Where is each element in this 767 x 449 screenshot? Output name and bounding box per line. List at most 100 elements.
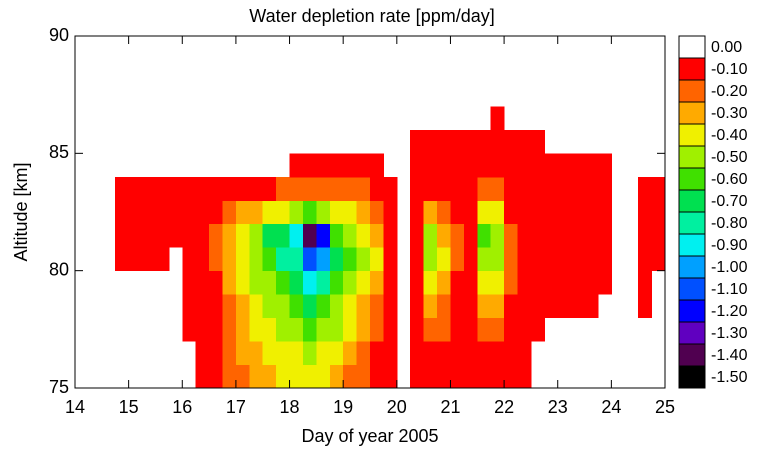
heat-cell	[343, 364, 358, 389]
heat-cell	[115, 176, 130, 201]
x-tick-label: 20	[387, 397, 407, 417]
heat-cell	[584, 200, 599, 225]
heat-cell	[410, 341, 425, 366]
heat-cell	[343, 200, 358, 225]
heat-cell	[222, 270, 237, 295]
heat-cell	[544, 176, 559, 201]
heat-cell	[557, 270, 572, 295]
heat-cell	[597, 270, 612, 295]
heat-cell	[316, 153, 331, 178]
heat-cell	[276, 176, 291, 201]
heat-cell	[463, 270, 478, 295]
heat-cell	[329, 176, 344, 201]
y-axis-label: Altitude [km]	[11, 162, 31, 261]
heat-cell	[530, 129, 545, 154]
heat-cell	[450, 176, 465, 201]
heat-cell	[370, 176, 384, 201]
heat-cell	[571, 176, 586, 201]
heat-cell	[571, 153, 586, 178]
heat-cell	[584, 223, 599, 248]
heat-cell	[423, 247, 438, 272]
heat-cell	[329, 364, 344, 389]
heat-cell	[504, 200, 518, 225]
heat-cell	[209, 341, 223, 366]
heat-cell	[370, 317, 384, 342]
heat-cell	[235, 223, 250, 248]
heat-cell	[329, 270, 344, 295]
heat-cell	[128, 223, 143, 248]
heat-cell	[423, 223, 438, 248]
heat-cell	[209, 317, 223, 342]
heat-cell	[235, 270, 250, 295]
heat-cell	[490, 317, 505, 342]
heat-cell	[504, 294, 518, 319]
heat-cell	[504, 317, 518, 342]
heat-cell	[557, 176, 572, 201]
heat-cell	[195, 223, 210, 248]
heat-cell	[370, 341, 384, 366]
heat-cell	[302, 247, 317, 272]
heat-cell	[276, 270, 291, 295]
heat-cell	[490, 341, 505, 366]
heat-cell	[356, 294, 371, 319]
heat-cell	[437, 364, 451, 389]
colorbar-label: -0.90	[711, 237, 748, 254]
heat-cell	[316, 364, 331, 389]
heat-cell	[584, 270, 599, 295]
heat-cell	[302, 153, 317, 178]
heat-cell	[410, 223, 425, 248]
heat-cell	[222, 341, 237, 366]
colorbar-swatch	[678, 343, 706, 367]
heat-cell	[437, 270, 451, 295]
y-tick-label: 85	[49, 142, 69, 162]
heat-cell	[370, 153, 384, 178]
heat-cell	[302, 294, 317, 319]
heat-cell	[477, 294, 492, 319]
heat-cell	[222, 317, 237, 342]
colorbar-swatch	[678, 101, 706, 125]
heat-cell	[638, 200, 653, 225]
heat-cell	[289, 294, 304, 319]
colorbar-label: -1.20	[711, 303, 748, 320]
heat-cell	[450, 129, 465, 154]
heat-cell	[370, 247, 384, 272]
heat-cell	[557, 153, 572, 178]
heat-cell	[235, 341, 250, 366]
heat-cell	[356, 153, 371, 178]
heat-cell	[262, 176, 277, 201]
x-tick-label: 21	[440, 397, 460, 417]
heat-cell	[423, 200, 438, 225]
heat-cell	[463, 200, 478, 225]
heat-cell	[517, 247, 532, 272]
heat-cell	[262, 200, 277, 225]
heat-cell	[222, 364, 237, 389]
heat-cell	[638, 247, 653, 272]
heat-cell	[450, 341, 465, 366]
heat-cell	[222, 176, 237, 201]
x-tick-label: 17	[226, 397, 246, 417]
heat-cell	[383, 294, 398, 319]
heat-cell	[517, 341, 532, 366]
heat-cell	[450, 153, 465, 178]
heat-cell	[423, 176, 438, 201]
colorbar-swatch	[678, 145, 706, 169]
heat-cell	[490, 153, 505, 178]
heat-cell	[249, 294, 264, 319]
heat-cell	[222, 223, 237, 248]
heat-cell	[437, 153, 451, 178]
heat-cell	[504, 129, 518, 154]
heat-cell	[262, 294, 277, 319]
heat-cell	[329, 341, 344, 366]
heat-cell	[115, 247, 130, 272]
heat-cell	[517, 153, 532, 178]
heat-cell	[128, 200, 143, 225]
heat-cell	[182, 223, 197, 248]
heat-cell	[249, 176, 264, 201]
heat-cell	[276, 364, 291, 389]
heat-cell	[209, 200, 223, 225]
heat-cell	[557, 223, 572, 248]
heat-cell	[155, 247, 170, 272]
heat-cell	[437, 200, 451, 225]
heat-cell	[249, 223, 264, 248]
